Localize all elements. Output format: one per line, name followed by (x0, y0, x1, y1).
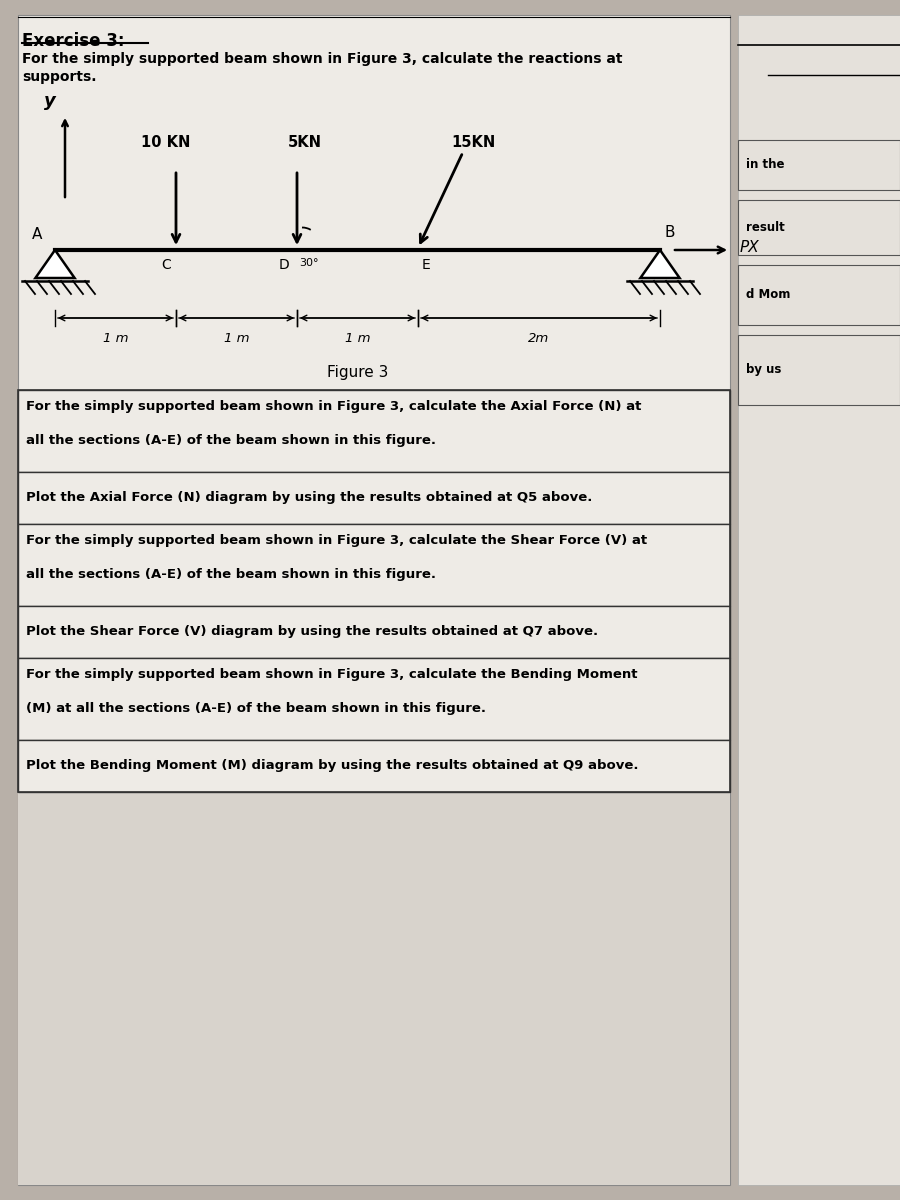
Polygon shape (35, 250, 75, 278)
Text: Plot the Axial Force (N) diagram by using the results obtained at Q5 above.: Plot the Axial Force (N) diagram by usin… (26, 492, 592, 504)
Text: D: D (278, 258, 289, 272)
Bar (18, 390, 730, 472)
Text: 10 KN: 10 KN (141, 134, 191, 150)
Bar (738, 140, 900, 190)
Text: Exercise 3:: Exercise 3: (22, 32, 124, 50)
Text: (M) at all the sections (A-E) of the beam shown in this figure.: (M) at all the sections (A-E) of the bea… (26, 702, 486, 715)
Text: all the sections (A-E) of the beam shown in this figure.: all the sections (A-E) of the beam shown… (26, 434, 436, 446)
Bar (738, 14, 900, 1186)
Text: y: y (44, 92, 56, 110)
Text: 1 m: 1 m (224, 332, 249, 346)
Text: PX: PX (740, 240, 760, 256)
Text: For the simply supported beam shown in Figure 3, calculate the reactions at: For the simply supported beam shown in F… (22, 52, 623, 66)
Bar (18, 606, 730, 658)
Text: 2m: 2m (528, 332, 550, 346)
Text: 5KN: 5KN (288, 134, 322, 150)
Text: 15KN: 15KN (451, 134, 495, 150)
Text: 1 m: 1 m (345, 332, 370, 346)
Text: 30°: 30° (299, 258, 319, 268)
Text: d Mom: d Mom (746, 288, 790, 301)
Text: E: E (422, 258, 431, 272)
Text: B: B (665, 226, 676, 240)
Bar (18, 390, 730, 792)
Bar (18, 524, 730, 606)
Text: 1 m: 1 m (103, 332, 128, 346)
Text: in the: in the (746, 158, 785, 172)
Text: supports.: supports. (22, 70, 96, 84)
Text: Figure 3: Figure 3 (327, 365, 388, 380)
Text: C: C (161, 258, 171, 272)
Polygon shape (641, 250, 680, 278)
Bar (738, 335, 900, 404)
Text: A: A (32, 227, 42, 242)
Text: For the simply supported beam shown in Figure 3, calculate the Bending Moment: For the simply supported beam shown in F… (26, 668, 637, 680)
Bar (18, 658, 730, 740)
Bar (738, 265, 900, 325)
Text: result: result (746, 221, 785, 234)
Bar (18, 740, 730, 792)
Bar (18, 472, 730, 524)
Text: For the simply supported beam shown in Figure 3, calculate the Axial Force (N) a: For the simply supported beam shown in F… (26, 400, 642, 413)
Text: Plot the Shear Force (V) diagram by using the results obtained at Q7 above.: Plot the Shear Force (V) diagram by usin… (26, 625, 598, 638)
Bar (18, 792, 730, 1186)
Bar (18, 14, 730, 1186)
Text: all the sections (A-E) of the beam shown in this figure.: all the sections (A-E) of the beam shown… (26, 568, 436, 581)
Text: Plot the Bending Moment (M) diagram by using the results obtained at Q9 above.: Plot the Bending Moment (M) diagram by u… (26, 760, 638, 773)
Bar (738, 200, 900, 254)
Text: For the simply supported beam shown in Figure 3, calculate the Shear Force (V) a: For the simply supported beam shown in F… (26, 534, 647, 547)
Text: by us: by us (746, 364, 781, 377)
